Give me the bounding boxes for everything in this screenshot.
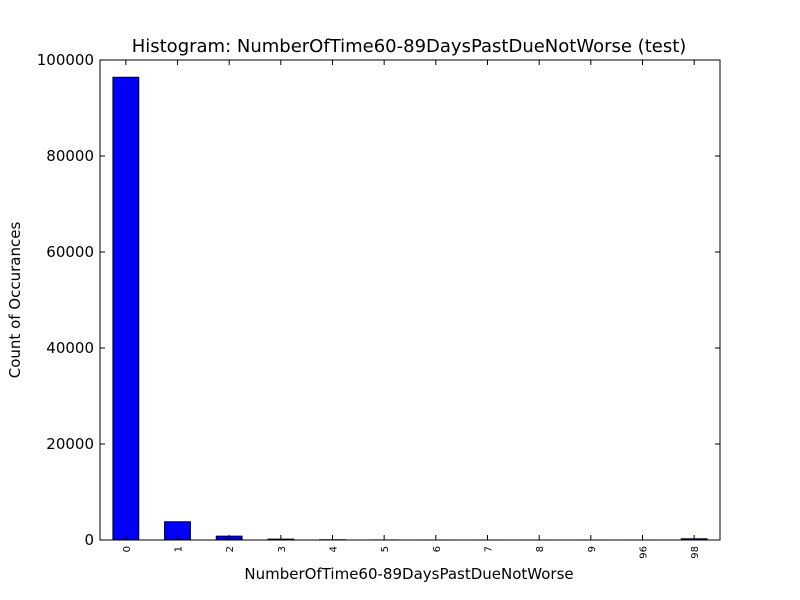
x-tick-label: 9 [587, 546, 598, 552]
x-tick-label: 4 [329, 546, 340, 552]
plot-frame [99, 59, 721, 541]
x-tick-label: 6 [432, 546, 443, 552]
x-tick-label: 5 [380, 546, 391, 552]
y-tick-label: 20000 [46, 435, 94, 453]
y-tick-label: 100000 [37, 51, 94, 69]
x-tick-label: 0 [122, 546, 133, 552]
x-tick-label: 3 [277, 546, 288, 552]
chart-title: Histogram: NumberOfTime60-89DaysPastDueN… [132, 36, 687, 57]
bar-0 [112, 76, 140, 541]
x-tick-label: 8 [535, 546, 546, 552]
y-tick-label: 80000 [46, 147, 94, 165]
x-tick-label: 2 [225, 546, 236, 552]
y-tick-label: 60000 [46, 243, 94, 261]
y-tick-label: 0 [84, 531, 94, 549]
x-tick-label: 96 [639, 546, 650, 559]
y-tick-label: 40000 [46, 339, 94, 357]
x-axis-label: NumberOfTime60-89DaysPastDueNotWorse [244, 565, 573, 583]
y-axis-label: Count of Occurances [6, 222, 24, 379]
x-tick-label: 7 [484, 546, 495, 552]
ticks-group: 0 1 2 3 4 5 6 7 8 9 96 98 0 20000 40000 60000 80000 10000… [37, 51, 720, 559]
bars-group [112, 76, 708, 541]
x-tick-label: 1 [174, 546, 185, 552]
x-tick-label: 98 [690, 546, 701, 559]
